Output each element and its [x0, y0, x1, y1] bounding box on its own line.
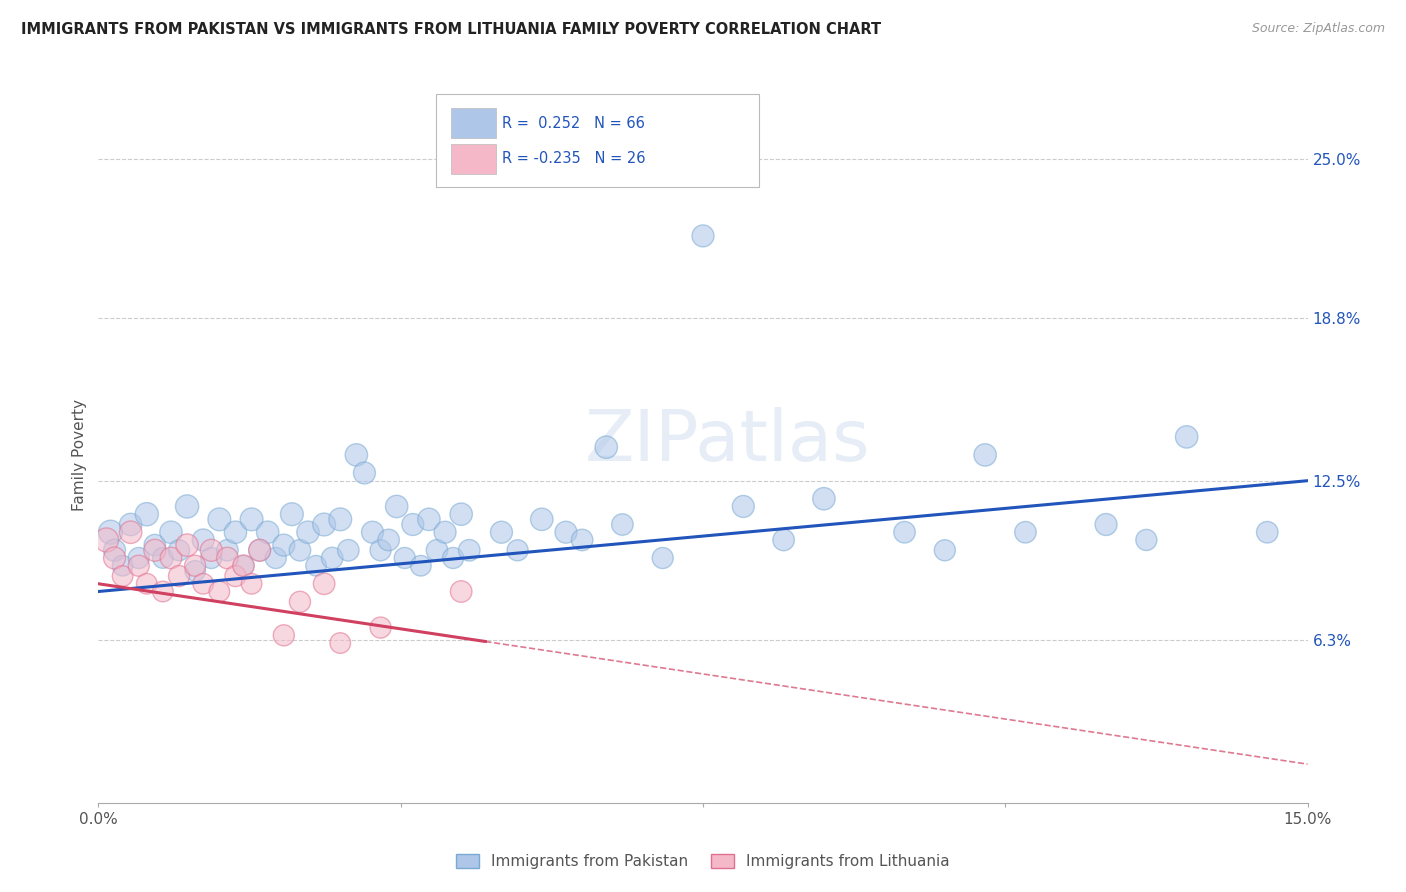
- Point: [96, 533, 118, 547]
- Point: [249, 543, 271, 558]
- Point: [361, 525, 384, 540]
- Point: [256, 525, 278, 540]
- Point: [974, 448, 997, 462]
- Point: [273, 538, 295, 552]
- Point: [224, 569, 246, 583]
- Point: [120, 525, 142, 540]
- Point: [249, 543, 271, 558]
- Point: [651, 551, 673, 566]
- Point: [893, 525, 915, 540]
- Point: [402, 517, 425, 532]
- Point: [314, 517, 336, 532]
- Point: [193, 576, 215, 591]
- Point: [232, 558, 254, 573]
- Point: [152, 551, 174, 566]
- Point: [111, 558, 134, 573]
- Text: R = -0.235   N = 26: R = -0.235 N = 26: [502, 152, 645, 166]
- Point: [167, 569, 190, 583]
- Point: [434, 525, 457, 540]
- Point: [135, 507, 157, 521]
- Point: [224, 525, 246, 540]
- Point: [450, 584, 472, 599]
- Point: [321, 551, 343, 566]
- Point: [394, 551, 416, 566]
- Point: [128, 558, 150, 573]
- Point: [143, 538, 166, 552]
- Point: [595, 440, 617, 454]
- Point: [240, 576, 263, 591]
- Point: [232, 558, 254, 573]
- Point: [1256, 525, 1278, 540]
- Point: [297, 525, 319, 540]
- Point: [506, 543, 529, 558]
- Point: [200, 551, 222, 566]
- Point: [329, 512, 352, 526]
- Point: [1175, 430, 1198, 444]
- Point: [111, 569, 134, 583]
- Point: [273, 628, 295, 642]
- Point: [314, 576, 336, 591]
- Point: [733, 500, 755, 514]
- Point: [167, 543, 190, 558]
- Point: [143, 543, 166, 558]
- Point: [370, 543, 392, 558]
- Point: [418, 512, 440, 526]
- Point: [370, 621, 392, 635]
- Point: [612, 517, 634, 532]
- Point: [1014, 525, 1036, 540]
- Legend: Immigrants from Pakistan, Immigrants from Lithuania: Immigrants from Pakistan, Immigrants fro…: [450, 848, 956, 875]
- Point: [288, 543, 311, 558]
- Point: [128, 551, 150, 566]
- Point: [1095, 517, 1118, 532]
- Point: [344, 448, 367, 462]
- Point: [160, 551, 183, 566]
- Point: [458, 543, 481, 558]
- Point: [120, 517, 142, 532]
- Point: [530, 512, 553, 526]
- Y-axis label: Family Poverty: Family Poverty: [72, 399, 87, 511]
- Point: [305, 558, 328, 573]
- Point: [152, 584, 174, 599]
- Point: [135, 576, 157, 591]
- Point: [329, 636, 352, 650]
- Point: [160, 525, 183, 540]
- Point: [288, 595, 311, 609]
- Point: [692, 228, 714, 243]
- Point: [772, 533, 794, 547]
- Point: [240, 512, 263, 526]
- Point: [184, 564, 207, 578]
- Point: [441, 551, 464, 566]
- Point: [208, 512, 231, 526]
- Point: [450, 507, 472, 521]
- Point: [184, 558, 207, 573]
- Point: [176, 538, 198, 552]
- Point: [491, 525, 513, 540]
- Point: [426, 543, 449, 558]
- Text: ZIPatlas: ZIPatlas: [585, 407, 870, 475]
- Point: [264, 551, 287, 566]
- Point: [103, 551, 125, 566]
- Text: Source: ZipAtlas.com: Source: ZipAtlas.com: [1251, 22, 1385, 36]
- Point: [103, 543, 125, 558]
- Point: [377, 533, 399, 547]
- Point: [409, 558, 432, 573]
- Point: [813, 491, 835, 506]
- Point: [200, 543, 222, 558]
- Point: [100, 525, 122, 540]
- Point: [353, 466, 375, 480]
- Point: [281, 507, 304, 521]
- Point: [193, 533, 215, 547]
- Point: [176, 500, 198, 514]
- Point: [337, 543, 360, 558]
- Point: [385, 500, 408, 514]
- Point: [571, 533, 593, 547]
- Point: [555, 525, 578, 540]
- Point: [217, 543, 239, 558]
- Point: [934, 543, 956, 558]
- Point: [217, 551, 239, 566]
- Point: [208, 584, 231, 599]
- Point: [1135, 533, 1157, 547]
- Text: R =  0.252   N = 66: R = 0.252 N = 66: [502, 116, 645, 130]
- Text: IMMIGRANTS FROM PAKISTAN VS IMMIGRANTS FROM LITHUANIA FAMILY POVERTY CORRELATION: IMMIGRANTS FROM PAKISTAN VS IMMIGRANTS F…: [21, 22, 882, 37]
